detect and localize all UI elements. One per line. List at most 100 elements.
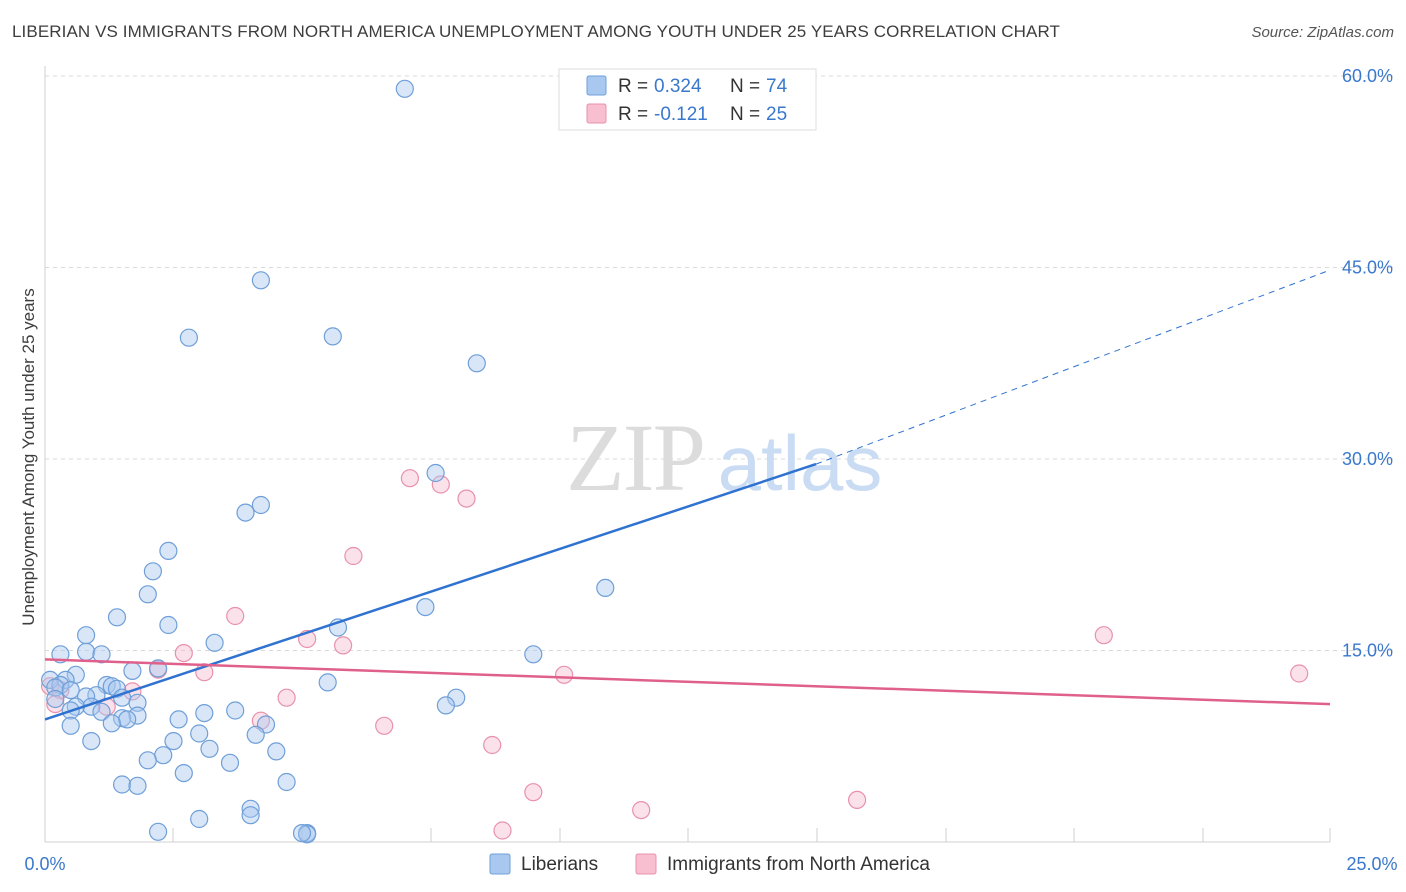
legend-r-label-immigrants: R = [618, 104, 653, 125]
liberians-point-28 [51, 675, 70, 695]
legend-n-label-liberians: N = [730, 76, 765, 97]
immigrants-point-7 [174, 643, 193, 663]
watermark-zip: ZIP [566, 404, 704, 511]
liberians-point-63 [174, 763, 193, 783]
liberians-point-70 [149, 822, 168, 841]
liberians-point-67 [241, 799, 260, 818]
y-tick-label-45: 45.0% [1342, 258, 1393, 278]
liberians-point-54 [190, 724, 209, 743]
immigrants-point-14 [277, 688, 296, 707]
liberians-point-47 [128, 706, 147, 725]
immigrants-point-3 [344, 546, 363, 566]
immigrants-point-19 [483, 735, 502, 755]
axes [44, 66, 1331, 843]
immigrants-point-21 [1290, 664, 1309, 683]
immigrants-point-6 [334, 636, 353, 655]
liberians-point-61 [138, 751, 157, 770]
liberians-point-8 [159, 541, 178, 561]
liberians-point-57 [82, 731, 101, 751]
immigrants-point-24 [632, 800, 651, 820]
legend-swatch-immigrants [586, 103, 607, 124]
watermark-atlas: atlas [718, 419, 883, 507]
liberians-point-50 [169, 710, 188, 729]
liberians-point-23 [123, 661, 142, 681]
legend-n-label-immigrants: N = [730, 104, 765, 125]
immigrants-point-25 [493, 821, 512, 840]
liberians-point-44 [92, 702, 111, 721]
liberians-point-73 [292, 823, 312, 843]
immigrants-point-18 [375, 716, 394, 735]
liberians-point-33 [61, 680, 80, 700]
source-credit: Source: ZipAtlas.com [1251, 24, 1394, 41]
x-tick-label-max: 25.0% [1346, 854, 1397, 874]
legend-bottom-swatch-immigrants [635, 853, 657, 875]
liberians-point-64 [112, 775, 132, 794]
immigrants-point-0 [400, 469, 419, 488]
liberians-point-10 [596, 578, 615, 598]
liberians-point-69 [190, 809, 209, 829]
legend-bottom: Liberians Immigrants from North America [489, 853, 930, 875]
trendline-liberians-extension [815, 269, 1331, 465]
series-immigrants [40, 469, 1309, 840]
x-tick-labels: 0.0% 25.0% [24, 854, 1397, 874]
liberians-point-2 [179, 328, 198, 347]
legend-r-value-immigrants: -0.121 [654, 104, 708, 125]
legend-bottom-swatch-liberians [489, 853, 511, 875]
liberians-point-62 [220, 753, 240, 772]
chart-title: LIBERIAN VS IMMIGRANTS FROM NORTH AMERIC… [12, 22, 1061, 41]
legend-r-label-liberians: R = [618, 76, 653, 97]
immigrants-point-4 [226, 606, 245, 626]
liberians-point-16 [76, 626, 96, 645]
y-tick-label-60: 60.0% [1342, 66, 1393, 86]
liberians-point-51 [102, 714, 121, 733]
liberians-point-0 [395, 79, 414, 98]
liberians-point-60 [154, 746, 173, 765]
legend-swatch-liberians [586, 75, 607, 96]
liberians-point-20 [76, 642, 96, 661]
liberians-point-7 [251, 495, 270, 515]
liberians-point-41 [436, 696, 455, 715]
legend-bottom-label-liberians: Liberians [521, 854, 598, 875]
y-tick-label-30: 30.0% [1342, 449, 1393, 469]
liberians-point-14 [159, 615, 178, 635]
liberians-point-6 [236, 503, 255, 522]
liberians-point-18 [524, 645, 543, 664]
liberians-point-45 [226, 701, 245, 720]
liberians-point-12 [416, 597, 435, 617]
liberians-point-13 [107, 608, 127, 627]
y-axis-label: Unemployment Among Youth under 25 years [19, 288, 38, 625]
liberians-point-68 [241, 806, 260, 825]
liberians-point-65 [128, 776, 147, 795]
trendline-liberians [44, 462, 817, 721]
liberians-point-11 [138, 585, 157, 604]
watermark: ZIP atlas [566, 404, 882, 511]
liberians-point-5 [426, 463, 445, 483]
liberians-point-4 [467, 354, 486, 373]
liberians-point-30 [102, 677, 121, 696]
legend-r-value-liberians: 0.324 [654, 76, 702, 97]
liberians-point-9 [143, 562, 162, 581]
legend-bottom-label-immigrants: Immigrants from North America [667, 854, 930, 875]
liberians-point-38 [447, 688, 466, 707]
legend-top: R = 0.324 N = 74 R = -0.121 N = 25 [558, 68, 817, 131]
immigrants-point-23 [847, 790, 867, 810]
liberians-point-39 [128, 693, 147, 712]
liberians-point-56 [164, 731, 183, 751]
immigrants-point-1 [431, 475, 450, 494]
gridlines [45, 75, 1395, 651]
immigrants-point-20 [1094, 626, 1113, 645]
liberians-point-1 [251, 271, 270, 290]
trendlines [44, 269, 1331, 721]
immigrants-point-22 [524, 783, 543, 802]
y-tick-labels: 15.0% 30.0% 45.0% 60.0% [1342, 66, 1393, 661]
liberians-point-26 [56, 670, 75, 690]
liberians-point-49 [118, 710, 137, 729]
liberians-point-37 [46, 689, 65, 709]
liberians-point-27 [318, 673, 337, 692]
series-liberians [40, 79, 615, 844]
liberians-point-53 [61, 716, 80, 735]
legend-n-value-liberians: 74 [766, 76, 788, 97]
liberians-point-21 [92, 645, 111, 664]
liberians-point-66 [277, 772, 296, 792]
